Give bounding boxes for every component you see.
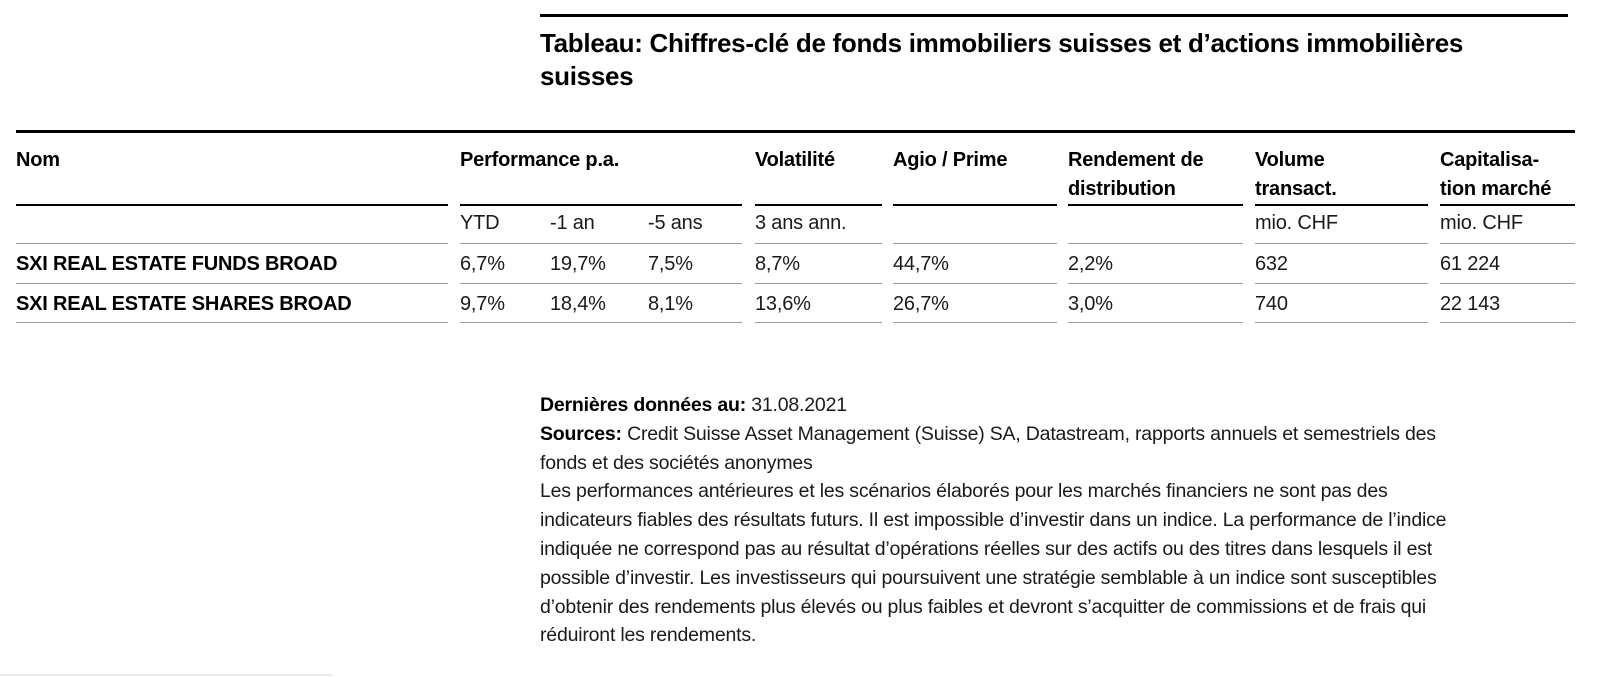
row-separator bbox=[460, 283, 742, 284]
column-header-performance: Performance p.a. bbox=[460, 149, 620, 171]
disclaimer-line: Les performances antérieures et les scén… bbox=[540, 480, 1388, 503]
row-separator bbox=[1068, 283, 1243, 284]
page-title: Tableau: Chiffres-clé de fonds immobilie… bbox=[540, 27, 1463, 93]
last-data-line: Dernières données au: 31.08.2021 bbox=[540, 391, 1550, 420]
column-header-yield-line2: distribution bbox=[1068, 178, 1176, 200]
cell-volatility: 8,7% bbox=[755, 253, 800, 275]
title-top-rule bbox=[540, 14, 1568, 17]
header-underline-volatility bbox=[755, 204, 882, 206]
row-separator bbox=[755, 283, 882, 284]
header-underline-yield bbox=[1068, 204, 1243, 206]
sources-label: Sources: bbox=[540, 422, 622, 445]
column-header-marketcap: Capitalisa- tion marché bbox=[1440, 146, 1551, 204]
subheader-underline bbox=[1068, 243, 1243, 244]
header-underline-name bbox=[16, 204, 448, 206]
table-top-border bbox=[16, 130, 1575, 133]
disclaimer-line: indicateurs fiables des résultats futurs… bbox=[540, 509, 1447, 532]
cell-agio: 44,7% bbox=[893, 253, 949, 275]
row-name: SXI REAL ESTATE FUNDS BROAD bbox=[16, 253, 338, 275]
cell-ytd: 9,7% bbox=[460, 293, 505, 315]
cell-ytd: 6,7% bbox=[460, 253, 505, 275]
subheader-underline bbox=[460, 243, 742, 244]
row-separator bbox=[16, 283, 448, 284]
bottom-edge-artifact bbox=[0, 674, 332, 676]
table-bottom-line bbox=[1440, 322, 1575, 323]
table-bottom-line bbox=[16, 322, 448, 323]
subheader-underline bbox=[755, 243, 882, 244]
cell-volatility: 13,6% bbox=[755, 293, 811, 315]
column-header-marketcap-line2: tion marché bbox=[1440, 178, 1552, 200]
header-underline-performance bbox=[460, 204, 742, 206]
sources-line2: fonds et des sociétés anonymes bbox=[540, 451, 813, 474]
row-separator bbox=[1255, 283, 1428, 284]
page-title-line1: Tableau: Chiffres-clé de fonds immobilie… bbox=[540, 28, 1464, 58]
subheader-underline bbox=[1255, 243, 1428, 244]
subheader-underline bbox=[1440, 243, 1575, 244]
column-header-agio: Agio / Prime bbox=[893, 149, 1008, 171]
column-header-marketcap-line1: Capitalisa- bbox=[1440, 149, 1539, 171]
table-bottom-line bbox=[755, 322, 882, 323]
last-data-value: 31.08.2021 bbox=[746, 394, 847, 416]
cell-marketcap: 22 143 bbox=[1440, 293, 1500, 315]
column-header-yield-line1: Rendement de bbox=[1068, 149, 1204, 171]
subheader-underline bbox=[893, 243, 1057, 244]
column-header-yield: Rendement de distribution bbox=[1068, 146, 1204, 204]
last-data-label: Dernières données au: bbox=[540, 394, 747, 416]
column-header-name: Nom bbox=[16, 149, 60, 171]
header-underline-agio bbox=[893, 204, 1057, 206]
subheader-volatility-period: 3 ans ann. bbox=[755, 212, 847, 234]
disclaimer-line: indiquée ne correspond pas au résultat d… bbox=[540, 537, 1432, 560]
cell-yield: 2,2% bbox=[1068, 253, 1113, 275]
sources-line1: Sources: Credit Suisse Asset Management … bbox=[540, 420, 1550, 449]
column-header-volume: Volume transact. bbox=[1255, 146, 1337, 204]
cell-agio: 26,7% bbox=[893, 293, 949, 315]
cell-1an: 19,7% bbox=[550, 253, 606, 275]
disclaimer-line: d’obtenir des rendements plus élevés ou … bbox=[540, 595, 1427, 618]
page-title-line2: suisses bbox=[540, 61, 634, 91]
sources-text: Credit Suisse Asset Management (Suisse) … bbox=[621, 422, 1436, 445]
subheader-volume-unit: mio. CHF bbox=[1255, 212, 1338, 234]
subheader-ytd: YTD bbox=[460, 212, 500, 234]
cell-yield: 3,0% bbox=[1068, 293, 1113, 315]
table-bottom-line bbox=[1068, 322, 1243, 323]
footer-notes: Dernières données au: 31.08.2021 Sources… bbox=[540, 391, 1550, 650]
disclaimer-line: réduiront les rendements. bbox=[540, 624, 757, 647]
cell-marketcap: 61 224 bbox=[1440, 253, 1500, 275]
table-bottom-line bbox=[460, 322, 742, 323]
row-separator bbox=[893, 283, 1057, 284]
header-underline-volume bbox=[1255, 204, 1428, 206]
header-underline-marketcap bbox=[1440, 204, 1575, 206]
cell-1an: 18,4% bbox=[550, 293, 606, 315]
table-bottom-line bbox=[893, 322, 1057, 323]
subheader-underline bbox=[16, 243, 448, 244]
cell-volume: 740 bbox=[1255, 293, 1288, 315]
subheader-marketcap-unit: mio. CHF bbox=[1440, 212, 1523, 234]
disclaimer-line: possible d’investir. Les investisseurs q… bbox=[540, 566, 1437, 589]
cell-5ans: 7,5% bbox=[648, 253, 693, 275]
subheader-1an: -1 an bbox=[550, 212, 595, 234]
column-header-volume-line2: transact. bbox=[1255, 178, 1337, 200]
row-name: SXI REAL ESTATE SHARES BROAD bbox=[16, 293, 352, 315]
column-header-volume-line1: Volume bbox=[1255, 149, 1325, 171]
subheader-5ans: -5 ans bbox=[648, 212, 703, 234]
table-bottom-line bbox=[1255, 322, 1428, 323]
cell-volume: 632 bbox=[1255, 253, 1288, 275]
cell-5ans: 8,1% bbox=[648, 293, 693, 315]
row-separator bbox=[1440, 283, 1575, 284]
column-header-volatility: Volatilité bbox=[755, 149, 835, 171]
